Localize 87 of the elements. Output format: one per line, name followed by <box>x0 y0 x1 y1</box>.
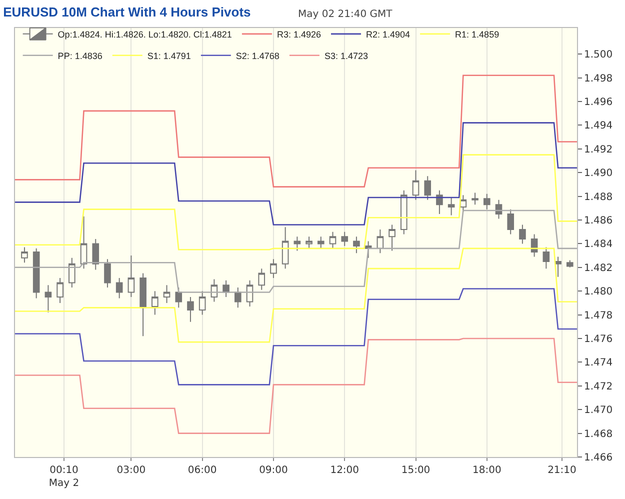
candlestick <box>92 238 100 270</box>
candlestick <box>341 231 348 247</box>
legend-label: S1: 1.4791 <box>147 50 191 61</box>
candlestick <box>104 258 111 288</box>
line-series <box>15 248 577 343</box>
candlestick <box>32 248 40 299</box>
y-tick-label: 1.470 <box>584 405 613 416</box>
candlestick <box>424 176 432 200</box>
y-tick-label: 1.492 <box>584 144 613 156</box>
y-tick-label: 1.478 <box>584 310 613 322</box>
candlestick <box>448 196 455 216</box>
candlestick <box>412 170 420 200</box>
candlestick <box>198 290 206 316</box>
y-tick-label: 1.484 <box>584 239 613 250</box>
candlestick <box>270 258 277 279</box>
candlestick <box>507 208 514 235</box>
candlestick <box>187 296 194 322</box>
candlestick <box>282 226 289 270</box>
candlestick <box>530 234 538 258</box>
candlestick <box>472 192 478 206</box>
x-tick-label: 12:00 <box>330 465 360 476</box>
chart-title: EURUSD 10M Chart With 4 Hours Pivots <box>3 4 251 20</box>
y-tick-label: 1.468 <box>584 428 613 440</box>
candlestick <box>554 256 562 278</box>
candlestick <box>436 190 443 215</box>
candlestick <box>44 284 52 313</box>
line-series <box>15 122 577 226</box>
candlestick <box>175 287 182 308</box>
line-series <box>15 288 577 386</box>
line-series <box>15 154 577 250</box>
candlestick <box>329 231 336 249</box>
candlestick <box>234 287 242 308</box>
candlestick <box>483 193 490 210</box>
candlestick <box>542 246 550 270</box>
x-tick-label: 00:10 May 2 <box>48 465 80 489</box>
legend-label: S3: 1.4723 <box>324 50 368 61</box>
candlestick <box>21 246 28 264</box>
line-series <box>15 74 577 188</box>
candlestick <box>152 290 158 316</box>
legend-label: R3: 1.4926 <box>276 29 321 40</box>
legend-label: R2: 1.4904 <box>366 29 410 40</box>
candlestick <box>519 224 526 244</box>
y-tick-label: 1.490 <box>584 168 613 180</box>
candlestick <box>140 272 146 337</box>
candlestick <box>317 236 324 249</box>
y-tick-label: 1.472 <box>584 381 613 392</box>
x-tick-label: 06:00 <box>188 465 217 476</box>
y-tick-label: 1.494 <box>584 120 613 132</box>
candlestick <box>56 278 64 304</box>
x-tick-label: 03:00 <box>116 465 146 476</box>
legend-label: R1: 1.4859 <box>455 29 500 40</box>
y-tick-label: 1.488 <box>584 192 613 203</box>
legend-label: PP: 1.4836 <box>58 50 102 61</box>
y-tick-label: 1.496 <box>584 96 613 108</box>
line-series <box>15 210 577 293</box>
candlestick <box>80 216 88 270</box>
y-tick-label: 1.480 <box>584 286 613 298</box>
candlestick <box>495 199 502 220</box>
x-tick-label: 15:00 <box>401 465 430 476</box>
candlestick <box>258 268 266 290</box>
x-tick-label: 21:10 <box>548 465 576 476</box>
y-tick-label: 1.486 <box>584 215 613 226</box>
x-tick-label: 18:00 <box>472 465 502 476</box>
y-tick-label: 1.476 <box>584 334 613 345</box>
legend-label: S2: 1.4768 <box>236 50 280 61</box>
candlestick <box>128 255 135 298</box>
y-tick-label: 1.474 <box>584 358 613 369</box>
candlestick <box>306 236 312 249</box>
candlestick <box>400 190 408 235</box>
line-series <box>15 338 577 434</box>
chart-subtitle: May 02 21:40 GMT <box>298 9 394 20</box>
candlestick <box>294 236 301 252</box>
candlestick <box>68 257 76 288</box>
legend-label: Op:1.4824. Hi:1.4826. Lo:1.4820. Cl:1.4821 <box>58 29 232 40</box>
y-tick-label: 1.482 <box>584 262 613 274</box>
candlestick <box>116 278 123 299</box>
y-tick-label: 1.500 <box>584 50 613 61</box>
candlestick <box>163 284 170 304</box>
y-tick-label: 1.498 <box>584 73 613 84</box>
candlestick <box>388 224 396 252</box>
candlestick <box>376 228 384 254</box>
candlestick <box>246 280 254 307</box>
candlestick <box>566 260 574 268</box>
x-tick-label: 09:00 <box>259 465 288 476</box>
candlestick <box>353 236 360 254</box>
candlestick <box>222 280 230 298</box>
y-tick-label: 1.466 <box>584 452 613 464</box>
